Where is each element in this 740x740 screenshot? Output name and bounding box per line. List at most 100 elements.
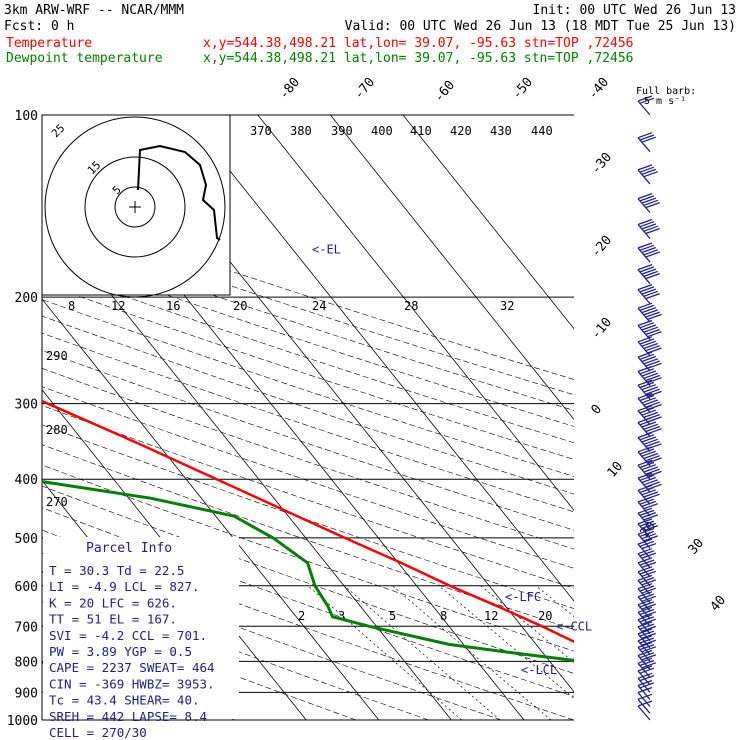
wind-barb [637, 392, 662, 413]
wind-barb [637, 574, 657, 595]
wind-barb [637, 507, 659, 528]
barb-legend-title: Full barb: [636, 86, 696, 97]
isotherm-label: -20 [589, 233, 616, 261]
temperature-profile [42, 399, 574, 644]
hodograph-center [129, 201, 141, 213]
wind-barbs [637, 95, 662, 721]
pressure-label: 700 [15, 620, 38, 635]
isotherm-label: -40 [586, 75, 613, 103]
hodograph-ring [84, 156, 186, 258]
parcel-info-row: Tc = 43.4 SHEAR= 40. [49, 693, 200, 708]
isotherm-label: -60 [432, 78, 459, 106]
temperature-legend: Temperature [6, 36, 92, 51]
pressure-label: 400 [15, 473, 38, 488]
forecast-hour: Fcst: 0 h [4, 19, 74, 34]
pressure-label: 200 [15, 291, 38, 306]
dry-adiabat [42, 464, 574, 652]
wind-barb [637, 242, 660, 263]
level-annotation: <-LFC [505, 590, 541, 604]
barb-legend-unit: 5 m s⁻¹ [644, 96, 686, 107]
lapse-label: 24 [312, 299, 326, 313]
theta-e-label: 430 [490, 124, 512, 138]
valid-time: Valid: 00 UTC Wed 26 Jun 13 (18 MDT Tue … [345, 19, 736, 34]
wind-barb [637, 606, 657, 627]
dewpoint-location: x,y=544.38,498.21 lat,lon= 39.07, -95.63… [203, 51, 633, 66]
wind-barb [637, 591, 657, 612]
wind-barb [637, 302, 662, 323]
theta-e-label: 380 [290, 124, 312, 138]
mixing-ratio-line [307, 585, 462, 720]
wind-barb [637, 484, 660, 505]
wind-barb [637, 319, 662, 340]
lapse-label: 12 [111, 299, 125, 313]
wind-barb [637, 379, 662, 400]
isotherm-line [0, 115, 16, 720]
wind-barb [637, 431, 662, 452]
theta-label: 270 [46, 495, 68, 509]
hodograph-frame [41, 114, 231, 296]
pressure-labels: 100 200 300 400 500 600 700 800 900 1000 [7, 109, 38, 729]
dry-adiabat [42, 282, 574, 460]
dry-adiabat [42, 444, 574, 630]
wind-barb [637, 518, 659, 539]
parcel-info-row: LI = -4.9 LCL = 827. [49, 579, 200, 594]
wind-barb [637, 649, 657, 670]
hodograph-ring [114, 186, 156, 228]
wind-barb [637, 336, 662, 357]
isotherm-line [257, 115, 574, 511]
wind-barb [637, 218, 660, 239]
level-annotations: <-EL <-LFC <-CCL <-LCL [312, 243, 592, 677]
theta-label: 290 [46, 349, 68, 363]
dry-adiabat [42, 576, 429, 720]
wind-barb [637, 528, 659, 549]
isotherm-label: -10 [589, 315, 616, 343]
lapse-label: 32 [500, 299, 514, 313]
wind-barb [637, 693, 653, 714]
wind-barb [637, 672, 655, 693]
parcel-info-row: CAPE = 2237 SWEAT= 464 [49, 660, 215, 675]
wind-barb [637, 164, 659, 185]
theta-e-label: 410 [410, 124, 432, 138]
parcel-info-row: TT = 51 EL = 167. [49, 612, 177, 627]
dry-adiabat [42, 424, 574, 609]
lapse-label: 28 [404, 299, 418, 313]
temperature-location: x,y=544.38,498.21 lat,lon= 39.07, -95.63… [203, 36, 633, 51]
mixing-ratio-label: 12 [484, 609, 498, 623]
wind-barb [637, 405, 662, 426]
wind-barb [637, 614, 657, 635]
wind-barb [637, 132, 657, 153]
wind-barb [637, 416, 662, 437]
dry-adiabat [42, 350, 574, 531]
theta-e-label: 400 [371, 124, 393, 138]
wind-barb [637, 365, 662, 386]
wind-barb [637, 351, 662, 372]
pressure-label: 500 [15, 532, 38, 547]
parcel-info-row: K = 20 LFC = 626. [49, 595, 177, 610]
isotherm-label: 0 [589, 402, 606, 418]
dry-adiabat [42, 206, 574, 380]
wind-barb [637, 472, 662, 493]
mixing-ratio-label: 20 [538, 609, 552, 623]
mixing-ratio-label: 3 [338, 609, 345, 623]
pressure-label: 1000 [7, 714, 38, 729]
theta-e-label: 420 [450, 124, 472, 138]
wind-barb [637, 686, 653, 707]
theta-e-label: 440 [531, 124, 553, 138]
mixing-ratio-label: 8 [440, 609, 447, 623]
wind-barb [637, 283, 660, 305]
mixing-ratio-label: 5 [389, 609, 396, 623]
theta-e-label: 390 [331, 124, 353, 138]
isotherm-label: -30 [589, 150, 616, 178]
level-annotation: <-LCL [521, 663, 557, 677]
wind-barb [637, 657, 657, 678]
level-annotation: <-CCL [556, 620, 592, 634]
parcel-info-row: PW = 3.89 YGP = 0.5 [49, 644, 192, 659]
dry-adiabat [42, 221, 574, 396]
mixing-ratio-line [344, 585, 501, 720]
hodograph-ring [44, 116, 226, 298]
isotherm-line [330, 115, 574, 421]
dry-adiabat [42, 315, 574, 495]
isotherm-label: 40 [708, 593, 730, 615]
